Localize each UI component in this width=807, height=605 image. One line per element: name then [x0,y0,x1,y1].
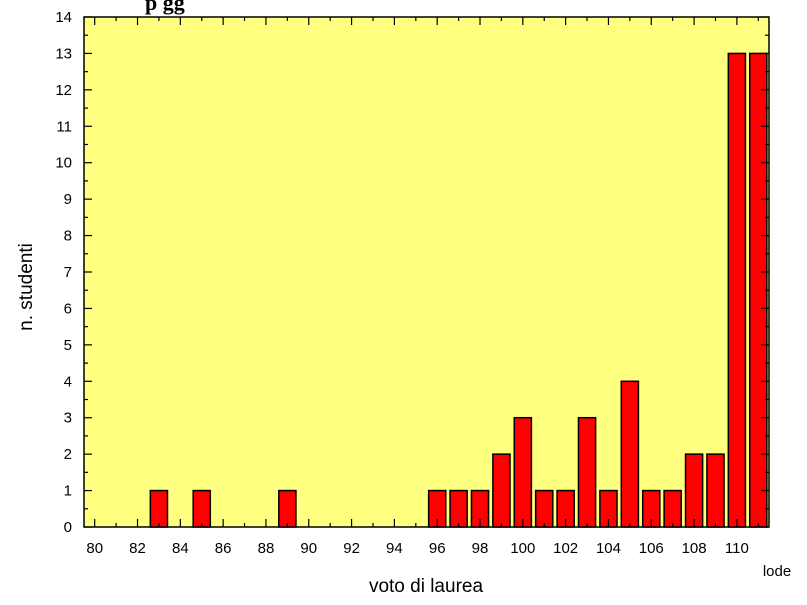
y-tick-label: 8 [64,228,72,245]
y-tick-label: 12 [55,82,72,99]
bar-105 [620,380,640,528]
x-tick-label: 92 [343,540,360,557]
y-tick-label: 9 [64,191,72,208]
y-tick-label: 11 [56,118,72,135]
y-tick-label: 2 [64,446,72,463]
x-tick-label: 88 [258,540,275,557]
x-tick-label: 110 [725,540,749,557]
y-tick-label: 13 [55,45,72,62]
bar-89 [278,489,297,528]
chart-title: p gg [145,0,185,15]
y-tick-label: 1 [64,483,72,500]
x-tick-label: 104 [596,540,621,557]
bar-103 [577,416,597,528]
x-axis-ticks: 80 82 84 86 88 90 92 94 96 98 100 102 104 106 108 110 lo… [86,17,791,580]
bar-85 [192,489,212,528]
y-tick-label: 7 [64,264,72,281]
plot-area [83,16,770,528]
bar-97 [449,489,468,528]
x-tick-label: 106 [639,540,664,557]
x-tick-label: 102 [553,540,578,557]
y-tick-label: 10 [55,155,72,172]
bar-lode [748,52,768,528]
y-axis-title: n. studenti [16,243,37,331]
bar-109 [706,453,725,528]
y-tick-label: 14 [55,9,72,26]
x-tick-label: 98 [472,540,489,557]
x-tick-label: 100 [510,540,535,557]
x-tick-label: 94 [386,540,403,557]
x-tick-label: 96 [429,540,446,557]
bar-108 [684,453,704,528]
x-tick-label: 80 [86,540,103,557]
bar-83 [149,489,169,528]
bar-107 [663,489,682,528]
y-tick-label: 0 [64,519,72,536]
bar-99 [492,453,511,528]
x-tick-label: 82 [129,540,146,557]
bar-100 [513,416,533,528]
x-tick-label: 108 [682,540,707,557]
x-tick-label: 90 [300,540,317,557]
bar-110 [727,52,747,528]
x-tick-label: 84 [172,540,189,557]
x-tick-label-lode: lode [763,563,791,580]
y-tick-label: 5 [64,337,72,354]
bar-101 [534,489,554,528]
x-tick-label: 86 [215,540,232,557]
y-tick-label: 3 [64,410,72,427]
y-tick-label: 6 [64,300,72,317]
x-axis-title: voto di laurea [369,576,484,597]
y-tick-label: 4 [64,373,72,390]
